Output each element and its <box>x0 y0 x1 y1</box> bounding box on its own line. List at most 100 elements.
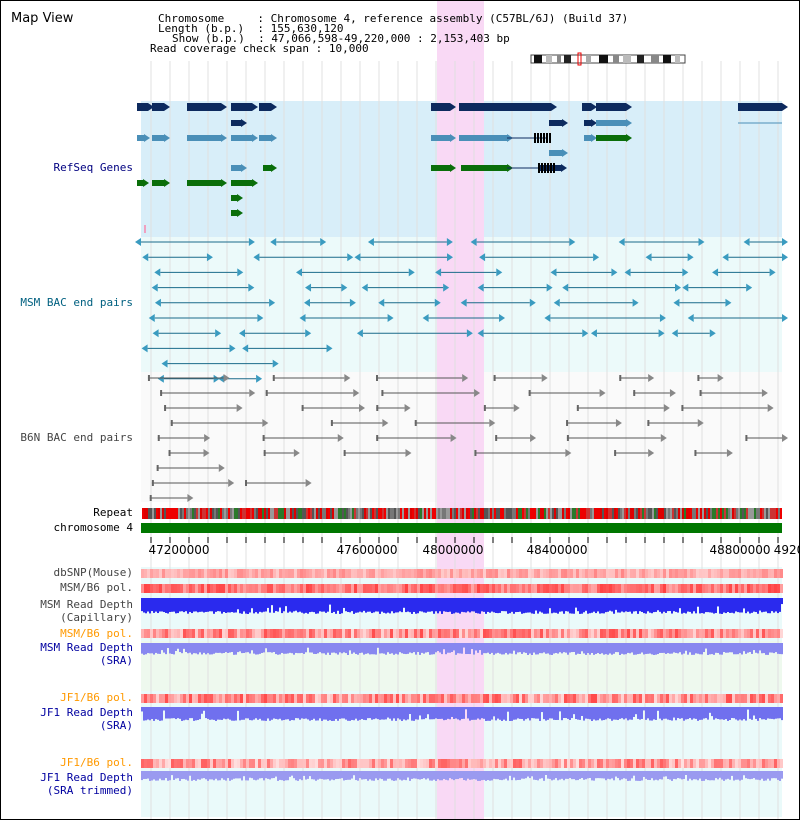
read-depth-bar <box>433 707 435 720</box>
repeat-element <box>312 508 314 519</box>
track-label-b6n-bac[interactable]: B6N BAC end pairs <box>20 431 133 444</box>
gene-exon <box>187 180 221 186</box>
polymorphism-cell <box>591 584 594 593</box>
read-depth-bar <box>359 598 361 612</box>
track-label-repeat[interactable]: Repeat <box>93 506 133 519</box>
track-label-msm-read-depth-sra[interactable]: MSM Read Depth <box>40 641 133 654</box>
read-depth-bar <box>245 771 247 781</box>
read-depth-bar <box>491 598 493 612</box>
read-depth-bar <box>707 598 709 613</box>
read-depth-bar <box>423 771 425 779</box>
polymorphism-cell <box>510 694 513 703</box>
track-label-dbsnp[interactable]: dbSNP(Mouse) <box>53 566 133 579</box>
read-depth-bar <box>435 771 437 781</box>
polymorphism-cell <box>588 584 591 593</box>
track-label-jf1-b6-pol[interactable]: JF1/B6 pol. <box>60 691 133 704</box>
polymorphism-cell <box>270 584 273 593</box>
read-depth-bar <box>747 771 749 779</box>
track-label-msm-b6-pol-2[interactable]: MSM/B6 pol. <box>60 627 133 640</box>
polymorphism-cell <box>165 569 168 578</box>
polymorphism-cell <box>627 694 630 703</box>
read-depth-bar <box>463 643 465 648</box>
read-depth-bar <box>553 707 555 720</box>
polymorphism-cell <box>771 569 774 578</box>
read-depth-bar <box>159 598 161 612</box>
polymorphism-cell <box>249 694 252 703</box>
polymorphism-cell <box>549 694 552 703</box>
polymorphism-cell <box>390 694 393 703</box>
track-label-jf1-b6-pol-2[interactable]: JF1/B6 pol. <box>60 756 133 769</box>
read-depth-bar <box>275 643 277 655</box>
polymorphism-cell <box>564 629 567 638</box>
read-depth-bar <box>555 643 557 653</box>
repeat-element <box>546 508 548 519</box>
repeat-element <box>510 508 512 519</box>
track-label-jf1-read-depth-sra[interactable]: JF1 Read Depth <box>40 706 133 719</box>
track-label-msm-read-depth-capillary[interactable]: MSM Read Depth <box>40 598 133 611</box>
read-depth-bar <box>237 707 239 711</box>
read-depth-bar <box>239 707 241 721</box>
polymorphism-cell <box>495 694 498 703</box>
polymorphism-cell <box>516 569 519 578</box>
polymorphism-cell <box>297 569 300 578</box>
read-depth-bar <box>639 707 641 720</box>
read-depth-bar <box>333 598 335 612</box>
read-depth-bar <box>553 771 555 780</box>
read-depth-bar <box>421 598 423 612</box>
read-depth-bar <box>439 707 441 719</box>
read-depth-bar <box>371 598 373 614</box>
polymorphism-cell <box>417 569 420 578</box>
read-depth-bar <box>733 771 735 781</box>
read-depth-bar <box>515 707 517 720</box>
polymorphism-cell <box>189 584 192 593</box>
polymorphism-cell <box>672 759 675 768</box>
track-label-msm-bac[interactable]: MSM BAC end pairs <box>20 296 133 309</box>
repeat-element <box>228 508 230 519</box>
polymorphism-cell <box>687 759 690 768</box>
polymorphism-cell <box>393 569 396 578</box>
polymorphism-cell <box>201 584 204 593</box>
polymorphism-cell <box>573 759 576 768</box>
polymorphism-cell <box>504 629 507 638</box>
track-label-jf1-read-depth-trimmed[interactable]: JF1 Read Depth <box>40 771 133 784</box>
bac-end-marker <box>712 268 719 277</box>
read-depth-bar <box>511 771 513 781</box>
polymorphism-cell <box>705 569 708 578</box>
polymorphism-cell <box>705 629 708 638</box>
track-label-msm-read-depth-sra-sub: (SRA) <box>99 654 133 667</box>
polymorphism-cell <box>675 694 678 703</box>
track-label-chromosome[interactable]: chromosome 4 <box>53 521 133 534</box>
polymorphism-cell <box>654 584 657 593</box>
polymorphism-cell <box>342 569 345 578</box>
polymorphism-cell <box>288 629 291 638</box>
read-depth-bar <box>425 707 427 719</box>
repeat-element <box>530 508 532 519</box>
repeat-element <box>262 508 264 519</box>
repeat-element <box>536 508 538 519</box>
repeat-element <box>272 508 274 519</box>
read-depth-bar <box>617 598 619 613</box>
read-depth-bar <box>143 771 145 779</box>
read-depth-bar <box>539 643 541 654</box>
read-depth-bar <box>223 598 225 613</box>
track-label-refseq-genes[interactable]: RefSeq Genes <box>53 161 133 174</box>
read-depth-bar <box>531 598 533 614</box>
read-depth-bar <box>637 707 639 719</box>
read-depth-bar <box>471 771 473 780</box>
polymorphism-cell <box>309 694 312 703</box>
polymorphism-cell <box>345 759 348 768</box>
repeat-element <box>196 508 198 519</box>
polymorphism-cell <box>306 694 309 703</box>
track-label-msm-read-depth-capillary-sub: (Capillary) <box>60 611 133 624</box>
read-depth-bar <box>257 598 259 614</box>
polymorphism-cell <box>522 584 525 593</box>
track-label-msm-b6-pol[interactable]: MSM/B6 pol. <box>60 581 133 594</box>
polymorphism-cell <box>555 694 558 703</box>
polymorphism-cell <box>231 694 234 703</box>
read-depth-bar <box>717 771 719 780</box>
polymorphism-cell <box>402 584 405 593</box>
read-depth-bar <box>615 598 617 610</box>
bac-end-marker <box>228 479 235 487</box>
repeat-element <box>340 508 342 519</box>
